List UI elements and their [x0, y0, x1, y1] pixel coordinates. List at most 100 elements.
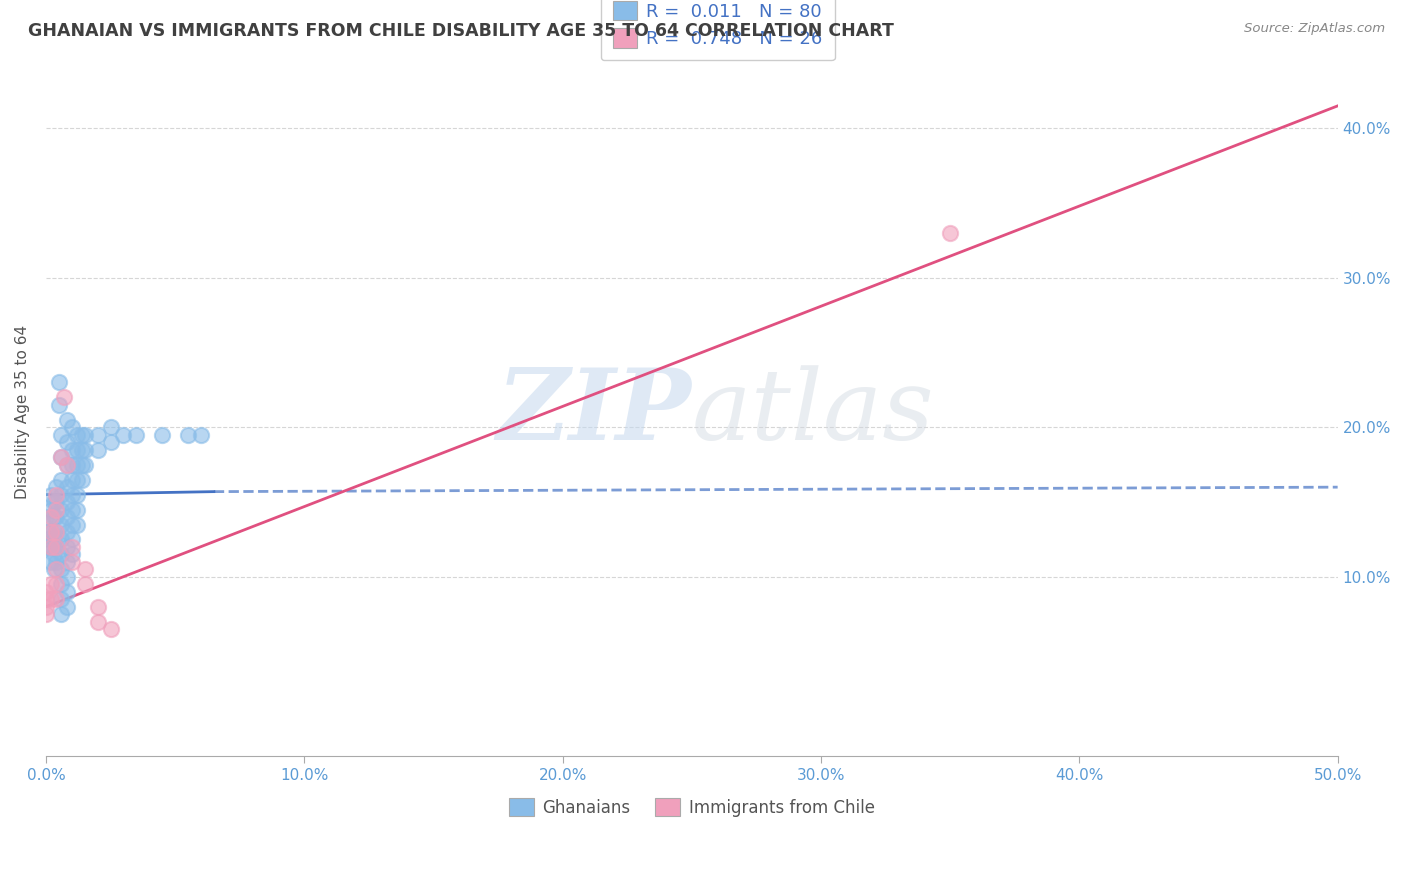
Point — [35, 524, 58, 539]
Point — [177, 427, 200, 442]
Point — [51, 577, 73, 591]
Point — [60, 488, 83, 502]
Point — [60, 458, 83, 472]
Point — [39, 540, 62, 554]
Point — [73, 442, 96, 457]
Point — [55, 458, 77, 472]
Point — [42, 533, 65, 547]
Point — [45, 488, 67, 502]
Point — [48, 376, 70, 390]
Point — [70, 473, 93, 487]
Point — [55, 570, 77, 584]
Text: GHANAIAN VS IMMIGRANTS FROM CHILE DISABILITY AGE 35 TO 64 CORRELATION CHART: GHANAIAN VS IMMIGRANTS FROM CHILE DISABI… — [28, 22, 894, 40]
Point — [190, 427, 212, 442]
Point — [66, 517, 89, 532]
Point — [150, 427, 173, 442]
Point — [45, 524, 67, 539]
Point — [39, 502, 62, 516]
Point — [45, 510, 67, 524]
Point — [35, 607, 58, 622]
Point — [39, 524, 62, 539]
Point — [51, 517, 73, 532]
Point — [39, 540, 62, 554]
Point — [39, 510, 62, 524]
Point — [66, 427, 89, 442]
Point — [45, 577, 67, 591]
Point — [35, 592, 58, 607]
Point — [60, 502, 83, 516]
Point — [55, 435, 77, 450]
Point — [55, 584, 77, 599]
Point — [70, 442, 93, 457]
Point — [48, 398, 70, 412]
Point — [51, 592, 73, 607]
Point — [45, 524, 67, 539]
Point — [60, 473, 83, 487]
Point — [55, 458, 77, 472]
Point — [73, 458, 96, 472]
Point — [73, 562, 96, 576]
Point — [39, 577, 62, 591]
Point — [42, 495, 65, 509]
Point — [51, 427, 73, 442]
Point — [53, 391, 76, 405]
Point — [51, 562, 73, 576]
Point — [60, 442, 83, 457]
Point — [45, 502, 67, 516]
Point — [70, 458, 93, 472]
Point — [45, 480, 67, 494]
Point — [86, 615, 108, 629]
Text: ZIP: ZIP — [496, 364, 692, 460]
Point — [939, 226, 962, 240]
Point — [51, 607, 73, 622]
Point — [55, 510, 77, 524]
Point — [100, 435, 122, 450]
Point — [66, 488, 89, 502]
Point — [86, 427, 108, 442]
Text: Source: ZipAtlas.com: Source: ZipAtlas.com — [1244, 22, 1385, 36]
Point — [51, 488, 73, 502]
Point — [35, 540, 58, 554]
Point — [45, 592, 67, 607]
Point — [55, 540, 77, 554]
Point — [51, 533, 73, 547]
Text: atlas: atlas — [692, 365, 935, 460]
Point — [55, 555, 77, 569]
Point — [112, 427, 135, 442]
Point — [42, 510, 65, 524]
Point — [55, 480, 77, 494]
Point — [73, 427, 96, 442]
Point — [73, 577, 96, 591]
Point — [42, 562, 65, 576]
Point — [51, 473, 73, 487]
Y-axis label: Disability Age 35 to 64: Disability Age 35 to 64 — [15, 326, 30, 500]
Point — [35, 510, 58, 524]
Point — [35, 599, 58, 614]
Point — [39, 524, 62, 539]
Point — [66, 473, 89, 487]
Legend: Ghanaians, Immigrants from Chile: Ghanaians, Immigrants from Chile — [502, 791, 882, 823]
Point — [60, 533, 83, 547]
Point — [60, 517, 83, 532]
Point — [51, 548, 73, 562]
Point — [86, 442, 108, 457]
Point — [70, 427, 93, 442]
Point — [66, 458, 89, 472]
Point — [100, 420, 122, 434]
Point — [66, 502, 89, 516]
Point — [39, 592, 62, 607]
Point — [45, 495, 67, 509]
Point — [60, 540, 83, 554]
Point — [45, 555, 67, 569]
Point — [125, 427, 148, 442]
Point — [51, 450, 73, 465]
Point — [55, 413, 77, 427]
Point — [55, 524, 77, 539]
Point — [35, 533, 58, 547]
Point — [39, 555, 62, 569]
Point — [100, 622, 122, 636]
Point — [39, 488, 62, 502]
Point — [51, 450, 73, 465]
Point — [60, 420, 83, 434]
Point — [86, 599, 108, 614]
